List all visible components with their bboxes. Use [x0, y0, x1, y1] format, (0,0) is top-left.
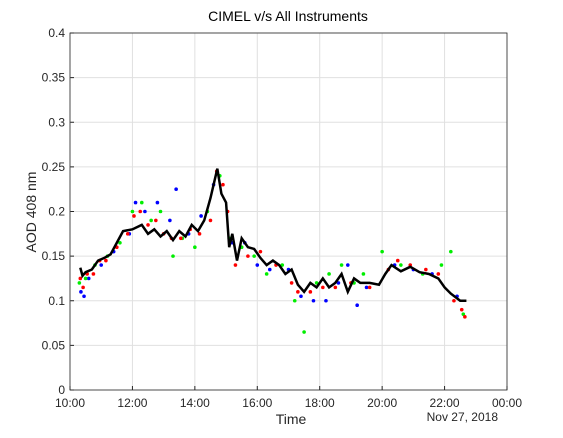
x-tick-label: 16:00: [242, 396, 272, 410]
scatter-point: [252, 254, 256, 258]
x-tick-label: 18:00: [305, 396, 335, 410]
scatter-point: [380, 249, 384, 254]
scatter-point: [118, 240, 122, 245]
scatter-point: [461, 312, 466, 316]
scatter-point: [208, 218, 213, 223]
x-tick-label: 20:00: [367, 396, 397, 410]
scatter-point: [308, 290, 313, 294]
scatter-point: [86, 276, 91, 281]
y-tick-label: 0.3: [48, 115, 65, 129]
plot-frame: [69, 32, 508, 391]
aod-line: [79, 168, 467, 302]
scatter-point: [280, 263, 285, 267]
scatter-point: [199, 214, 203, 218]
scatter-point: [327, 272, 331, 276]
x-tick-label: 12:00: [117, 396, 147, 410]
y-tick-label: 0.1: [48, 294, 65, 308]
y-tick-label: 0.4: [48, 26, 65, 40]
scatter-point: [336, 281, 341, 285]
scatter-point: [154, 218, 158, 223]
x-tick-label: 14:00: [180, 396, 210, 410]
x-tick-label: 22:00: [430, 396, 460, 410]
scatter-point: [174, 187, 178, 191]
scatter-point: [452, 298, 456, 303]
date-label: Nov 27, 2018: [427, 410, 499, 424]
scatter-point: [258, 249, 263, 254]
scatter-point: [104, 258, 108, 263]
scatter-point: [193, 245, 197, 249]
scatter-point: [436, 272, 441, 276]
scatter-point: [296, 290, 300, 294]
scatter-point: [302, 330, 306, 334]
scatter-point: [130, 209, 135, 214]
y-axis-label: AOD 408 nm: [23, 172, 39, 253]
scatter-point: [155, 200, 160, 205]
scatter-point: [233, 263, 238, 267]
scatter-point: [395, 258, 400, 263]
scatter-point: [267, 267, 272, 272]
scatter-point: [399, 263, 403, 267]
scatter-point: [364, 285, 369, 290]
x-tick-label: 00:00: [492, 396, 522, 410]
scatter-point: [149, 218, 153, 223]
y-tick-label: 0.2: [48, 205, 65, 219]
scatter-point: [439, 263, 444, 267]
scatter-point: [99, 263, 104, 267]
scatter-point: [221, 182, 225, 187]
scatter-point: [255, 263, 260, 267]
scatter-point: [77, 281, 82, 285]
scatter-point: [314, 281, 319, 285]
scatter-point: [179, 236, 183, 241]
y-tick-label: 0.35: [42, 71, 66, 85]
scatter-point: [264, 272, 269, 276]
x-tick-label: 10:00: [55, 396, 85, 410]
scatter-point: [324, 298, 328, 303]
scatter-point: [79, 290, 83, 294]
scatter-point: [138, 209, 143, 214]
scatter-point: [125, 232, 130, 236]
y-tick-label: 0: [58, 383, 65, 397]
y-tick-label: 0.15: [42, 249, 66, 263]
scatter-point: [91, 272, 96, 276]
scatter-point: [292, 298, 297, 303]
scatter-point: [139, 200, 144, 205]
scatter-point: [449, 249, 453, 254]
scatter-point: [246, 254, 250, 258]
scatter-point: [311, 298, 316, 303]
x-axis-label: Time: [276, 411, 307, 427]
scatter-point: [299, 294, 303, 299]
scatter-point: [78, 276, 83, 281]
scatter-point: [171, 254, 175, 258]
y-tick-label: 0.25: [42, 160, 66, 174]
scatter-point: [133, 200, 138, 205]
scatter-point: [197, 232, 202, 236]
scatter-point: [132, 214, 136, 218]
scatter-point: [146, 223, 150, 227]
scatter-point: [143, 209, 147, 214]
scatter-point: [333, 285, 338, 290]
scatter-point: [289, 281, 294, 285]
scatter-point: [82, 294, 86, 299]
scatter-point: [424, 267, 428, 272]
scatter-point: [83, 276, 88, 281]
scatter-point: [459, 307, 464, 312]
scatter-point: [463, 315, 467, 319]
scatter-point: [346, 263, 350, 267]
scatter-point: [361, 272, 366, 276]
scatter-point: [168, 218, 172, 223]
scatter-point: [321, 285, 325, 290]
scatter-point: [339, 263, 344, 267]
scatter-point: [81, 285, 85, 290]
chart-title: CIMEL v/s All Instruments: [208, 8, 368, 24]
scatter-point: [355, 303, 359, 308]
y-tick-label: 0.05: [42, 338, 66, 352]
scatter-point: [367, 285, 372, 290]
scatter-point: [158, 209, 163, 214]
